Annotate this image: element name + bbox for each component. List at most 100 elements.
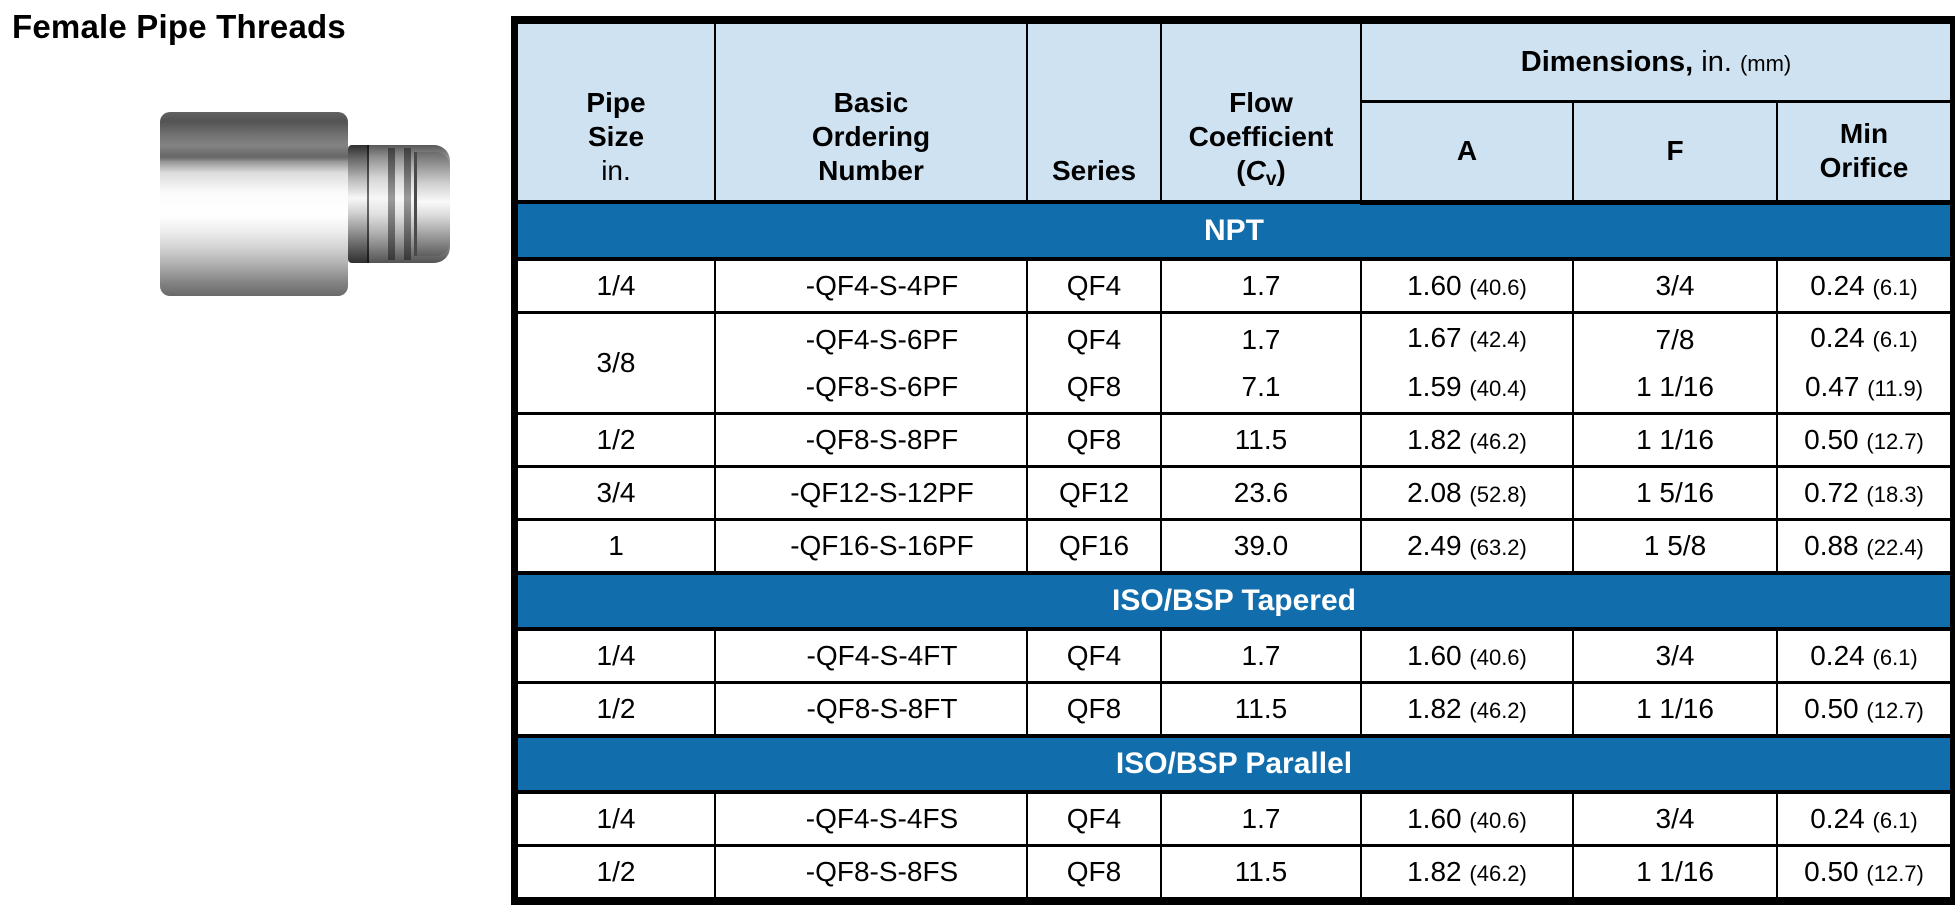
col-header-ordering-number: Basic Ordering Number xyxy=(714,21,1028,204)
fitting-groove xyxy=(388,148,395,260)
cell-dim-a: 2.08 (52.8) xyxy=(1360,464,1574,521)
cell-flow-coefficient: 1.7 xyxy=(1160,790,1362,847)
cell-flow-coefficient: 1.7 7.1 xyxy=(1160,310,1362,415)
col-header-f: F xyxy=(1572,100,1778,205)
cell-min-orifice: 0.24 (6.1) xyxy=(1775,257,1953,314)
cell-ordering-number: -QF4-S-6PF -QF8-S-6PF xyxy=(714,310,1028,415)
dimensions-mm: (mm) xyxy=(1739,50,1792,76)
col-header-dimensions: Dimensions, in. (mm) xyxy=(1359,20,1953,104)
female-pipe-threads-table: Pipe Size in. Basic Ordering Number Seri… xyxy=(515,20,1953,900)
header-cv: (Cv) xyxy=(1236,155,1286,190)
header-line: Number xyxy=(818,155,924,186)
cell-series: QF4 QF8 xyxy=(1026,310,1162,415)
table-row: 1/4 -QF4-S-4PF QF4 1.7 1.60 (40.6) 3/4 0… xyxy=(516,257,1953,314)
cell-pipe-size: 1/4 xyxy=(516,790,716,847)
fitting-collar xyxy=(348,145,369,263)
col-header-min-orifice: Min Orifice xyxy=(1775,100,1953,205)
page-title: Female Pipe Threads xyxy=(12,8,346,45)
cell-dim-a: 1.82 (46.2) xyxy=(1360,411,1574,468)
table-header-row-1: Pipe Size in. Basic Ordering Number Seri… xyxy=(516,20,1953,204)
cell-dim-a: 1.67 (42.4) 1.59 (40.4) xyxy=(1360,310,1574,415)
table-row: 1/2 -QF8-S-8FT QF8 11.5 1.82 (46.2) 1 1/… xyxy=(516,680,1953,737)
cell-min-orifice: 0.24 (6.1) xyxy=(1775,627,1953,684)
cell-flow-coefficient: 11.5 xyxy=(1160,411,1362,468)
cell-dim-a: 1.60 (40.6) xyxy=(1360,790,1574,847)
cell-pipe-size: 3/4 xyxy=(516,464,716,521)
section-title: ISO/BSP Parallel xyxy=(515,733,1953,794)
cell-flow-coefficient: 11.5 xyxy=(1160,680,1362,737)
cell-ordering-number: -QF8-S-8PF xyxy=(714,411,1028,468)
cell-series: QF4 xyxy=(1026,790,1162,847)
cell-flow-coefficient: 1.7 xyxy=(1160,257,1362,314)
cell-dim-a: 1.60 (40.6) xyxy=(1360,627,1574,684)
col-header-flow-coefficient: Flow Coefficient (Cv) xyxy=(1160,21,1362,204)
header-line: Min xyxy=(1839,118,1889,150)
cell-series: QF12 xyxy=(1026,464,1162,521)
dimensions-unit: in. xyxy=(1693,45,1740,78)
cell-flow-coefficient: 11.5 xyxy=(1160,843,1362,900)
cell-pipe-size: 1/2 xyxy=(516,843,716,900)
cell-ordering-number: -QF8-S-8FS xyxy=(714,843,1028,900)
table-row: 3/8 -QF4-S-6PF -QF8-S-6PF QF4 QF8 1.7 7.… xyxy=(516,310,1953,415)
cell-pipe-size: 1/4 xyxy=(516,257,716,314)
table-row: 1/2 -QF8-S-8FS QF8 11.5 1.82 (46.2) 1 1/… xyxy=(516,843,1953,900)
cell-min-orifice: 0.24 (6.1) 0.47 (11.9) xyxy=(1775,310,1953,415)
cell-dim-f: 7/8 1 1/16 xyxy=(1572,310,1778,415)
cell-min-orifice: 0.50 (12.7) xyxy=(1775,843,1953,900)
header-line: Flow xyxy=(1229,87,1293,118)
cell-series: QF4 xyxy=(1026,257,1162,314)
fitting-hex-body xyxy=(160,112,348,296)
cell-pipe-size: 3/8 xyxy=(516,310,716,415)
header-line: Series xyxy=(1051,155,1137,186)
cell-min-orifice: 0.50 (12.7) xyxy=(1775,680,1953,737)
cell-dim-a: 1.60 (40.6) xyxy=(1360,257,1574,314)
header-line: Orifice xyxy=(1819,152,1909,184)
cell-flow-coefficient: 23.6 xyxy=(1160,464,1362,521)
cell-ordering-number: -QF4-S-4PF xyxy=(714,257,1028,314)
table-row: 1/4 -QF4-S-4FT QF4 1.7 1.60 (40.6) 3/4 0… xyxy=(516,627,1953,684)
header-unit: in. xyxy=(601,155,631,186)
cell-min-orifice: 0.24 (6.1) xyxy=(1775,790,1953,847)
section-header-npt: NPT xyxy=(515,200,1953,261)
dimensions-label: Dimensions, xyxy=(1520,45,1694,78)
cell-dim-f: 1 5/8 xyxy=(1572,517,1778,574)
cell-pipe-size: 1/2 xyxy=(516,411,716,468)
fitting-tip xyxy=(414,152,450,256)
cell-pipe-size: 1/2 xyxy=(516,680,716,737)
header-line: Pipe xyxy=(586,87,646,118)
cell-ordering-number: -QF12-S-12PF xyxy=(714,464,1028,521)
table-row: 3/4 -QF12-S-12PF QF12 23.6 2.08 (52.8) 1… xyxy=(516,464,1953,521)
section-title: ISO/BSP Tapered xyxy=(515,570,1953,631)
table-row: 1/2 -QF8-S-8PF QF8 11.5 1.82 (46.2) 1 1/… xyxy=(516,411,1953,468)
table-row: 1/4 -QF4-S-4FS QF4 1.7 1.60 (40.6) 3/4 0… xyxy=(516,790,1953,847)
cell-dim-a: 1.82 (46.2) xyxy=(1360,680,1574,737)
section-header-iso-bsp-tapered: ISO/BSP Tapered xyxy=(515,570,1953,631)
cell-dim-a: 1.82 (46.2) xyxy=(1360,843,1574,900)
cell-dim-f: 1 1/16 xyxy=(1572,411,1778,468)
cell-series: QF16 xyxy=(1026,517,1162,574)
cell-ordering-number: -QF8-S-8FT xyxy=(714,680,1028,737)
cell-pipe-size: 1 xyxy=(516,517,716,574)
cell-dim-a: 2.49 (63.2) xyxy=(1360,517,1574,574)
section-title: NPT xyxy=(515,200,1953,261)
cell-ordering-number: -QF4-S-4FT xyxy=(714,627,1028,684)
cell-dim-f: 1 1/16 xyxy=(1572,680,1778,737)
fitting-stem xyxy=(348,145,450,263)
cell-pipe-size: 1/4 xyxy=(516,627,716,684)
cell-dim-f: 1 5/16 xyxy=(1572,464,1778,521)
col-header-pipe-size: Pipe Size in. xyxy=(516,21,716,204)
spec-table: Pipe Size in. Basic Ordering Number Seri… xyxy=(511,16,1955,905)
cell-min-orifice: 0.88 (22.4) xyxy=(1775,517,1953,574)
header-line: Ordering xyxy=(811,121,931,152)
cell-dim-f: 3/4 xyxy=(1572,257,1778,314)
header-line: Basic xyxy=(833,87,909,118)
col-header-series: Series xyxy=(1026,21,1162,204)
col-header-a: A xyxy=(1360,100,1574,205)
table-header-row-2: A F Min Orifice xyxy=(517,100,1953,205)
cell-series: QF8 xyxy=(1026,843,1162,900)
header-line: Coefficient xyxy=(1188,121,1334,152)
fitting-groove xyxy=(404,148,411,260)
section-header-iso-bsp-parallel: ISO/BSP Parallel xyxy=(515,733,1953,794)
cell-series: QF4 xyxy=(1026,627,1162,684)
cell-ordering-number: -QF16-S-16PF xyxy=(714,517,1028,574)
